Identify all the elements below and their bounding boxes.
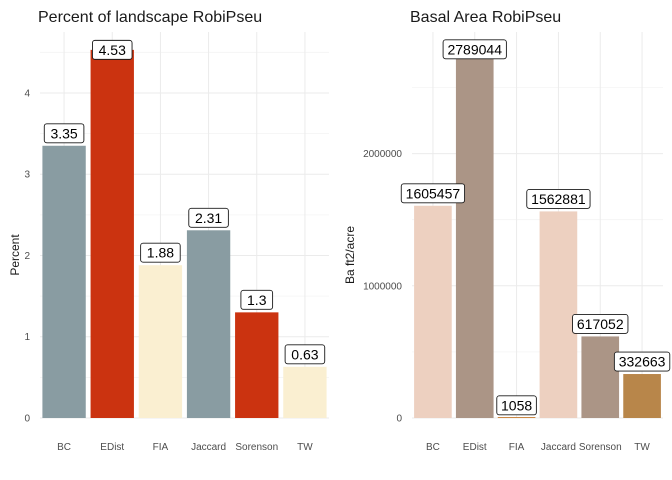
y-tick-label: 1000000	[363, 281, 402, 292]
data-label-box	[496, 395, 537, 416]
y-tick-label: 1	[24, 332, 30, 343]
data-labels: 1605457 2789044 1058 1562881 617052 332663	[400, 39, 671, 416]
data-label-box	[43, 123, 85, 144]
data-label-text: 332663	[619, 354, 666, 370]
x-tick-label: TW	[297, 442, 313, 453]
data-label: 1.88	[140, 242, 181, 263]
x-ticks: BC EDist FIA Jaccard Sorenson TW	[57, 442, 313, 453]
y-axis-label: Percent	[8, 234, 22, 276]
data-label: 617052	[572, 313, 629, 334]
data-label-box	[188, 207, 229, 228]
data-label-text: 4.53	[99, 42, 126, 58]
data-label: 3.35	[43, 123, 85, 144]
bar-bc	[42, 145, 86, 418]
bars	[42, 49, 327, 418]
bar-edist	[90, 49, 134, 418]
data-label: 332663	[613, 351, 671, 372]
data-label-box	[442, 39, 507, 60]
bar-sorenson	[581, 336, 620, 418]
x-tick-label: Jaccard	[541, 442, 576, 453]
data-label-text: 1.88	[147, 245, 174, 261]
chart-title: Percent of landscape RobiPseu	[38, 9, 262, 26]
data-label-text: 1605457	[406, 185, 461, 201]
data-label: 0.63	[284, 344, 326, 365]
data-label-box	[572, 313, 629, 334]
x-tick-label: TW	[634, 442, 650, 453]
data-label-box	[526, 188, 591, 209]
x-tick-label: Jaccard	[191, 442, 226, 453]
bar-tw	[623, 374, 661, 418]
data-label-text: 0.63	[291, 346, 318, 362]
data-label: 2789044	[442, 39, 507, 60]
x-tick-label: EDist	[100, 442, 124, 453]
data-label-box	[140, 242, 181, 263]
y-tick-label: 0	[396, 414, 402, 425]
data-label: 4.53	[91, 39, 133, 60]
x-tick-label: BC	[57, 442, 71, 453]
bar-fia	[497, 417, 536, 418]
y-tick-label: 3	[24, 170, 30, 181]
x-tick-label: BC	[426, 442, 440, 453]
y-tick-label: 0	[24, 414, 30, 425]
percent-chart: Percent of landscape RobiPseu Percent 0 1…	[8, 9, 329, 453]
data-label-text: 2.31	[195, 210, 222, 226]
y-ticks: 0 1000000 2000000	[363, 149, 402, 424]
data-label-text: 3.35	[50, 125, 77, 141]
y-ticks: 0 1 2 3 4	[24, 88, 30, 424]
bar-jaccard	[186, 230, 231, 418]
chart-title: Basal Area RobiPseu	[410, 9, 561, 26]
data-labels: 3.35 4.53 1.88 2.31 1.3 0.63	[43, 39, 326, 365]
x-tick-label: Sorenson	[579, 442, 622, 453]
data-label: 2.31	[188, 207, 229, 228]
data-label: 1605457	[400, 183, 466, 204]
y-tick-label: 2	[24, 251, 30, 262]
data-label-box	[240, 289, 274, 310]
x-tick-label: FIA	[153, 442, 169, 453]
x-tick-label: EDist	[463, 442, 487, 453]
bar-fia	[138, 265, 183, 418]
data-label-box	[613, 351, 671, 372]
bar-bc	[414, 205, 452, 418]
data-label-box	[284, 344, 326, 365]
data-label-box	[400, 183, 466, 204]
bar-jaccard	[539, 211, 578, 418]
basal-area-chart: Basal Area RobiPseu Ba ft2/acre 0 1000000…	[343, 9, 671, 453]
x-tick-label: Sorenson	[235, 442, 278, 453]
data-label-text: 2789044	[447, 41, 502, 57]
data-label: 1562881	[526, 188, 591, 209]
data-label-text: 1562881	[531, 191, 586, 207]
bar-edist	[455, 49, 494, 418]
bar-sorenson	[235, 312, 279, 418]
x-ticks: BC EDist FIA Jaccard Sorenson TW	[426, 442, 650, 453]
y-axis-label: Ba ft2/acre	[343, 226, 357, 284]
y-tick-label: 4	[24, 88, 30, 99]
x-tick-label: FIA	[509, 442, 525, 453]
data-label: 1058	[496, 395, 537, 416]
data-label-text: 1.3	[247, 292, 267, 308]
y-tick-label: 2000000	[363, 149, 402, 160]
bar-tw	[283, 366, 327, 418]
bars	[414, 49, 661, 418]
data-label-text: 1058	[501, 397, 532, 413]
data-label: 1.3	[240, 289, 274, 310]
data-label-text: 617052	[577, 316, 624, 332]
data-label-box	[91, 39, 133, 60]
